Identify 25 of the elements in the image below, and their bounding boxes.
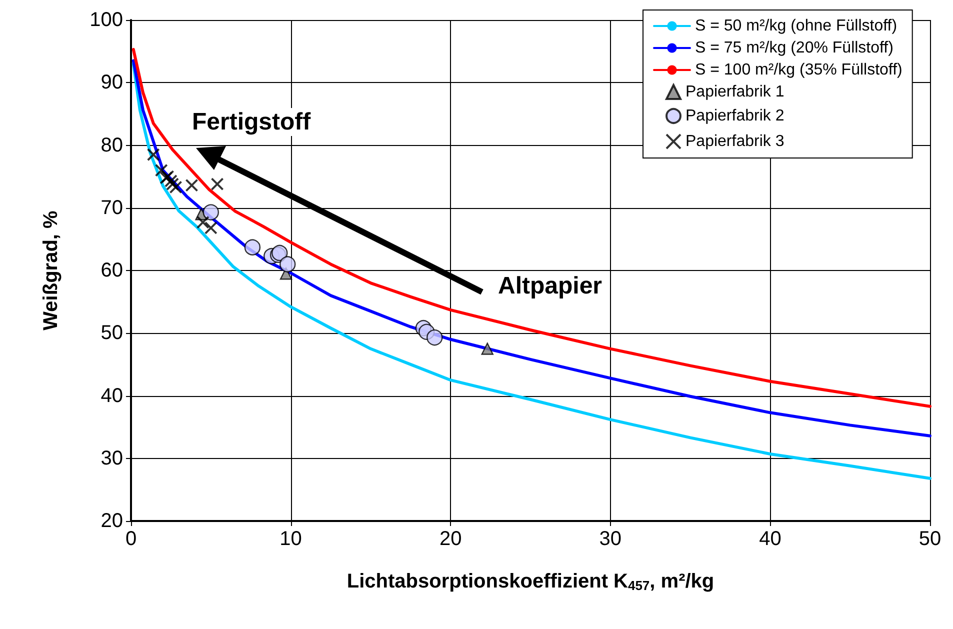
y-tick-label: 100 xyxy=(90,9,123,31)
legend-label: Papierfabrik 1 xyxy=(686,84,784,100)
x-tick-label: 10 xyxy=(280,528,302,550)
y-tick-label: 80 xyxy=(100,134,123,156)
legend-label: Papierfabrik 3 xyxy=(686,133,784,150)
x-tick-label: 30 xyxy=(599,528,622,550)
legend-label: S = 100 m²/kg (35% Füllstoff) xyxy=(695,62,902,78)
annotation: Altpapier xyxy=(498,272,602,300)
legend-label: S = 50 m²/kg (ohne Füllstoff) xyxy=(695,18,898,34)
x-tick-label: 50 xyxy=(918,528,942,550)
y-tick-label: 60 xyxy=(100,260,123,282)
legend-label: Papierfabrik 2 xyxy=(686,108,784,124)
y-tick-label: 20 xyxy=(100,510,123,532)
x-tick-label: 40 xyxy=(759,528,782,550)
x-tick-label: 20 xyxy=(439,528,462,550)
y-tick-label: 50 xyxy=(100,322,123,344)
x-tick-label: 0 xyxy=(125,528,137,550)
x-axis-title: Lichtabsorptionskoeffizient K457, m²/kg xyxy=(346,570,714,593)
legend-label: S = 75 m²/kg (20% Füllstoff) xyxy=(695,40,894,56)
y-tick-label: 70 xyxy=(100,196,123,219)
y-tick-label: 90 xyxy=(100,72,123,94)
y-tick-label: 40 xyxy=(100,384,123,407)
y-tick-label: 30 xyxy=(100,447,123,470)
annotation: Fertigstoff xyxy=(192,108,312,136)
y-axis-title: Weißgrad, % xyxy=(40,210,62,330)
